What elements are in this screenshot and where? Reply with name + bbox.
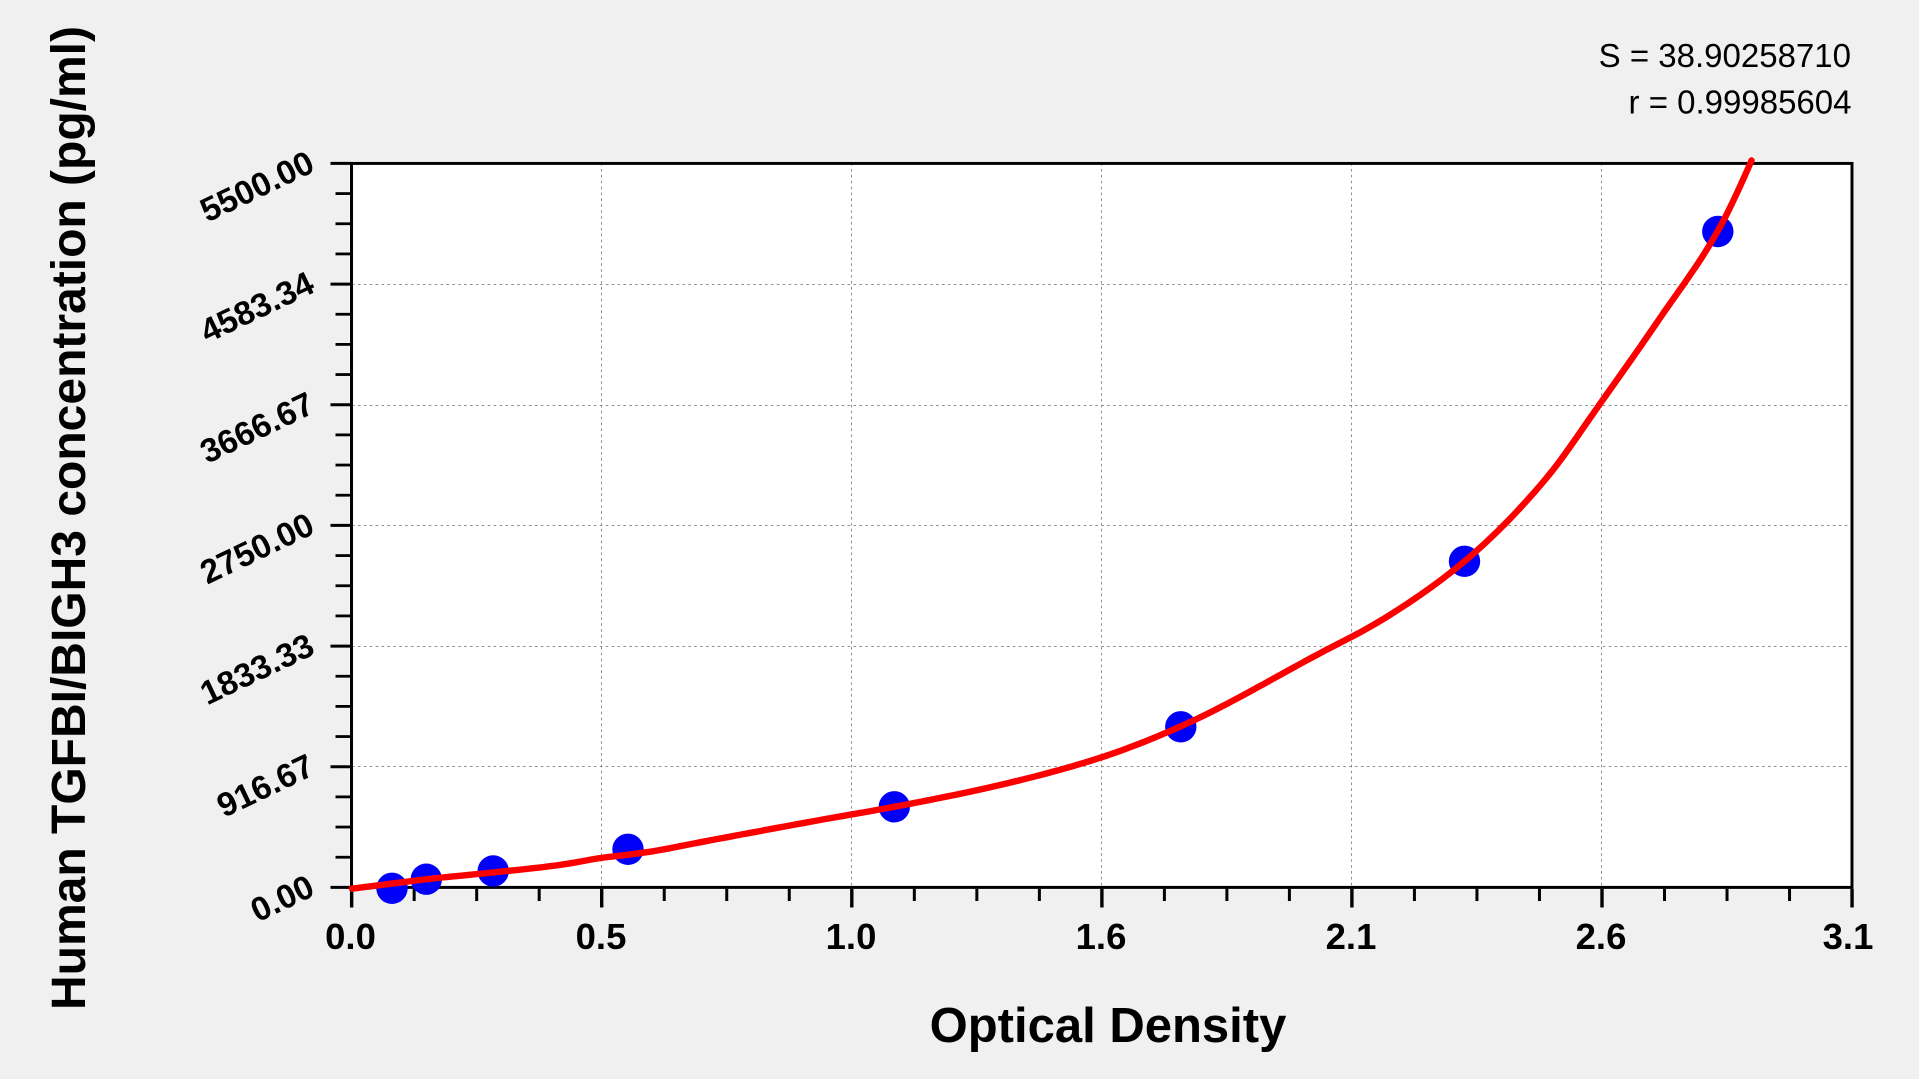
svg-text:r = 0.99985604: r = 0.99985604 [1629,84,1852,121]
svg-text:0.00: 0.00 [245,868,320,929]
svg-text:Optical Density: Optical Density [930,999,1287,1053]
svg-text:0.0: 0.0 [325,916,376,957]
svg-text:0.5: 0.5 [576,916,627,957]
svg-text:2.6: 2.6 [1576,916,1627,957]
svg-text:5500.00: 5500.00 [195,144,320,230]
svg-text:2750.00: 2750.00 [195,506,320,592]
svg-text:916.67: 916.67 [212,748,320,826]
svg-text:3.1: 3.1 [1823,916,1874,957]
svg-text:2.1: 2.1 [1326,916,1377,957]
svg-text:Human TGFBI/BIGH3 concentratio: Human TGFBI/BIGH3 concentration (pg/ml) [43,26,96,1010]
svg-text:4583.34: 4583.34 [195,265,321,351]
svg-text:1833.33: 1833.33 [195,627,320,713]
svg-text:3666.67: 3666.67 [195,386,320,472]
svg-text:1.0: 1.0 [826,916,877,957]
svg-text:S = 38.90258710: S = 38.90258710 [1599,37,1851,74]
svg-text:1.6: 1.6 [1076,916,1127,957]
